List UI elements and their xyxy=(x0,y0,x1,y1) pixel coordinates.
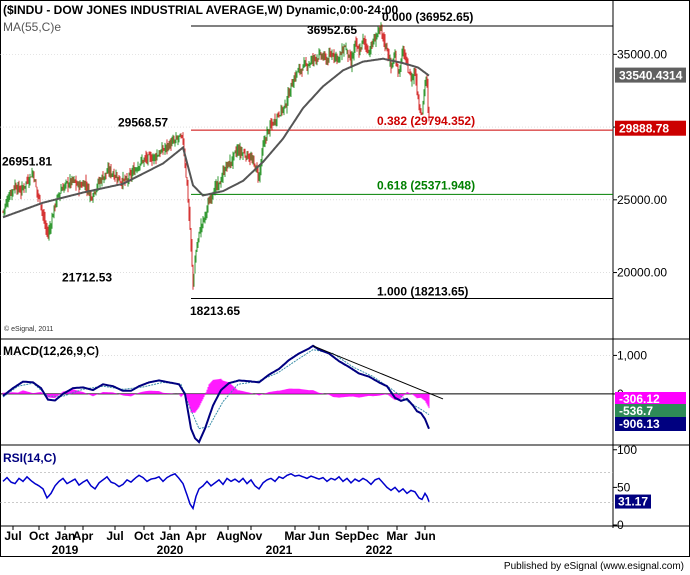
ma-55-line xyxy=(2,57,430,219)
macd-panel: MACD(12,26,9,C) 1,0000-306.12-536.7-906.… xyxy=(0,344,686,444)
ma-legend: MA(55,C)e xyxy=(3,20,61,34)
month-label: Sep xyxy=(335,529,357,543)
price-tick-label: 25000.00 xyxy=(617,193,667,207)
month-label: Jun xyxy=(414,529,435,543)
rsi-panel: RSI(14,C) 100 50 0 31.17 xyxy=(0,443,651,532)
month-label: Mar xyxy=(386,529,408,543)
fib-level-label: 0.618 (25371.948) xyxy=(377,178,475,192)
price-label: 18213.65 xyxy=(190,304,240,318)
rsi-tick-label: 0 xyxy=(617,518,624,532)
price-gridlines xyxy=(0,54,613,273)
price-label: 36952.65 xyxy=(307,23,357,37)
macd-trendline xyxy=(312,345,444,400)
macd-value-badge: -306.12 xyxy=(619,392,660,406)
rsi-tick-label: 100 xyxy=(617,443,637,457)
macd-badge-bg xyxy=(615,404,686,418)
year-label: 2021 xyxy=(266,543,293,557)
price-tick-label: 35000.00 xyxy=(617,47,667,61)
price-label: 21712.53 xyxy=(62,271,112,285)
macd-value-badge: -906.13 xyxy=(619,417,660,431)
month-label: Jul xyxy=(4,529,21,543)
month-label: Jan xyxy=(55,529,76,543)
month-label: Jun xyxy=(308,529,329,543)
fib-lines: 0.000 (36952.65) 0.382 (29794.352) 0.618 (… xyxy=(191,10,613,300)
year-label: 2022 xyxy=(366,543,393,557)
copyright-note: © eSignal, 2011 xyxy=(4,325,54,333)
rsi-line xyxy=(2,472,430,511)
fib-level-label: 0.000 (36952.65) xyxy=(382,10,473,24)
macd-gridlines xyxy=(0,355,613,395)
month-label: Oct xyxy=(29,529,49,543)
candles xyxy=(2,22,430,290)
last-price-badge: 29888.78 xyxy=(619,122,669,136)
ma-value-badge-bg xyxy=(615,67,686,83)
macd-histogram xyxy=(2,378,430,413)
year-label: 2020 xyxy=(157,543,184,557)
month-label: Oct xyxy=(134,529,154,543)
price-panel: ($INDU - DOW JONES INDUSTRIAL AVERAGE,W)… xyxy=(0,3,686,333)
month-label: Mar xyxy=(284,529,306,543)
fib-level-label: 0.382 (29794.352) xyxy=(377,114,475,128)
rsi-value-badge: 31.17 xyxy=(618,495,648,509)
chart-title: ($INDU - DOW JONES INDUSTRIAL AVERAGE,W)… xyxy=(3,3,399,17)
fib-level-label: 1.000 (18213.65) xyxy=(377,285,468,299)
month-label: Nov xyxy=(240,529,263,543)
year-label: 2019 xyxy=(52,543,79,557)
month-label: Apr xyxy=(186,529,207,543)
month-label: Jul xyxy=(106,529,123,543)
price-axis: 35000.0030000.0025000.0020000.0033540.43… xyxy=(613,47,686,280)
macd-badge-bg xyxy=(615,392,686,406)
macd-axis: 1,0000-306.12-536.7-906.13 xyxy=(613,348,686,431)
macd-line xyxy=(2,344,430,444)
price-tick-label: 20000.00 xyxy=(617,266,667,280)
price-annotations: 26951.81 21712.53 29568.57 18213.65 36952.65 xyxy=(2,23,357,318)
price-label: 26951.81 xyxy=(2,154,52,168)
macd-signal-line xyxy=(2,349,430,430)
month-label: Jan xyxy=(160,529,181,543)
month-label: Aug xyxy=(216,529,239,543)
macd-tick-label: 1,000 xyxy=(617,348,647,362)
month-label: Apr xyxy=(73,529,94,543)
month-label: Dec xyxy=(357,529,379,543)
publisher-footer: Published by eSignal (www.esignal.com) xyxy=(504,561,684,572)
macd-legend: MACD(12,26,9,C) xyxy=(3,344,99,358)
macd-badge-bg xyxy=(615,417,686,431)
rsi-axis: 100 50 0 31.17 xyxy=(613,443,651,532)
ma-value-badge: 33540.4314 xyxy=(619,69,683,83)
rsi-legend: RSI(14,C) xyxy=(3,451,56,465)
macd-value-badge: -536.7 xyxy=(619,404,653,418)
rsi-tick-label: 50 xyxy=(617,480,631,494)
last-price-badge-bg xyxy=(615,120,686,136)
price-label: 29568.57 xyxy=(118,115,168,129)
rsi-badge-bg xyxy=(615,494,651,509)
